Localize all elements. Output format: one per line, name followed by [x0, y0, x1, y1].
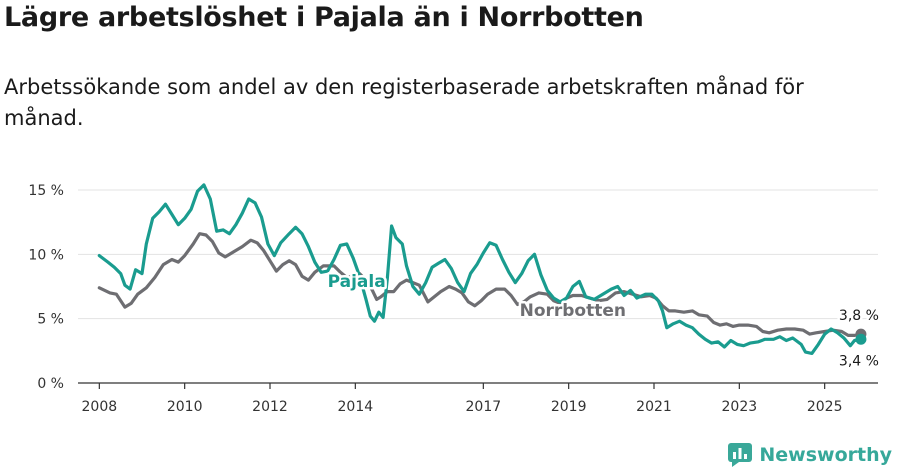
gridlines	[78, 189, 878, 320]
end-dot-pajala	[855, 333, 867, 345]
brand-name: Newsworthy	[759, 444, 892, 466]
y-axis-ticks: 0 % 5 % 10 % 15 %	[28, 183, 64, 392]
x-tick-label: 2023	[722, 399, 758, 415]
series-label-norrbotten-halo: Norrbotten	[520, 301, 626, 321]
x-tick-label: 2017	[466, 399, 502, 415]
series-line-pajala	[97, 183, 863, 355]
y-tick-label: 10 %	[28, 247, 64, 263]
end-value-norrbotten: 3,8 %	[839, 308, 879, 324]
y-tick-label: 15 %	[28, 183, 64, 199]
end-value-pajala: 3,4 %	[839, 353, 879, 369]
x-tick-label: 2025	[807, 399, 843, 415]
series-lines	[97, 183, 863, 355]
y-tick-label: 0 %	[37, 376, 64, 392]
chart-title: Lägre arbetslöshet i Pajala än i Norrbot…	[4, 2, 644, 33]
x-tick-label: 2012	[252, 399, 288, 415]
chart-subtitle: Arbetssökande som andel av den registerb…	[4, 75, 804, 130]
y-tick-label: 5 %	[37, 312, 64, 328]
end-value-norrbotten-halo: 3,8 %	[839, 308, 879, 324]
x-tick-label: 2010	[167, 399, 203, 415]
x-tick-label: 2019	[551, 399, 587, 415]
newsworthy-logo-icon	[728, 443, 753, 467]
series-label-pajala: Pajala	[328, 272, 386, 292]
series-line-norrbotten	[97, 232, 863, 337]
x-tick-label: 2008	[82, 399, 118, 415]
x-axis: 2008 2010 2012 2014 2017 2019 2021 2023 2025	[78, 382, 878, 415]
end-value-pajala-halo: 3,4 %	[839, 353, 879, 369]
series-label-norrbotten: Norrbotten	[520, 301, 626, 321]
brand-logo: Newsworthy	[727, 442, 892, 468]
x-tick-label: 2014	[338, 399, 374, 415]
series-label-pajala-halo: Pajala	[328, 272, 386, 292]
x-tick-label: 2021	[636, 399, 672, 415]
